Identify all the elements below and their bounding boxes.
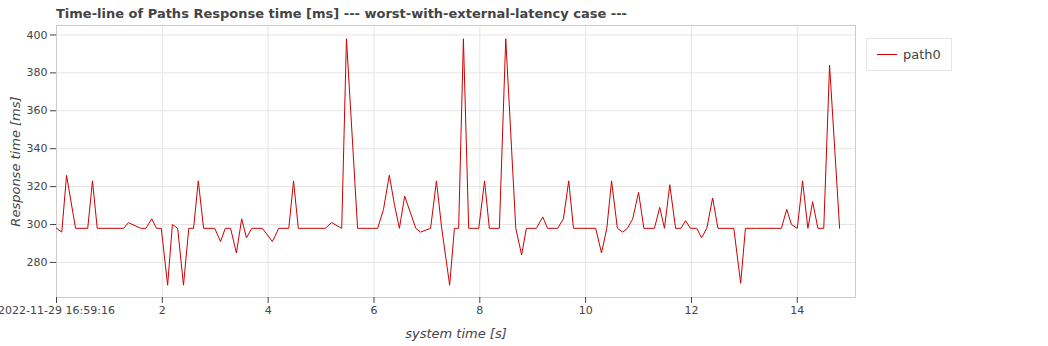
svg-text:340: 340 [27, 142, 48, 155]
svg-text:4: 4 [265, 304, 272, 317]
svg-text:380: 380 [27, 66, 48, 79]
svg-text:14: 14 [790, 304, 804, 317]
svg-text:320: 320 [27, 180, 48, 193]
svg-text:6: 6 [370, 304, 377, 317]
svg-text:10: 10 [579, 304, 593, 317]
svg-text:300: 300 [27, 218, 48, 231]
svg-text:Response time [ms]: Response time [ms] [8, 96, 23, 226]
svg-text:system time [s]: system time [s] [405, 326, 507, 341]
svg-text:280: 280 [27, 256, 48, 269]
svg-text:400: 400 [27, 28, 48, 41]
svg-text:8: 8 [476, 304, 483, 317]
html-text:Time-line of Paths Response ti: Time-line of Paths Response time [ms] --… [56, 6, 627, 21]
svg-text:360: 360 [27, 104, 48, 117]
svg-text:2022-11-29 16:59:16: 2022-11-29 16:59:16 [0, 304, 115, 317]
html-text:path0: path0 [903, 47, 941, 62]
svg-text:2: 2 [159, 304, 166, 317]
svg-text:12: 12 [684, 304, 698, 317]
